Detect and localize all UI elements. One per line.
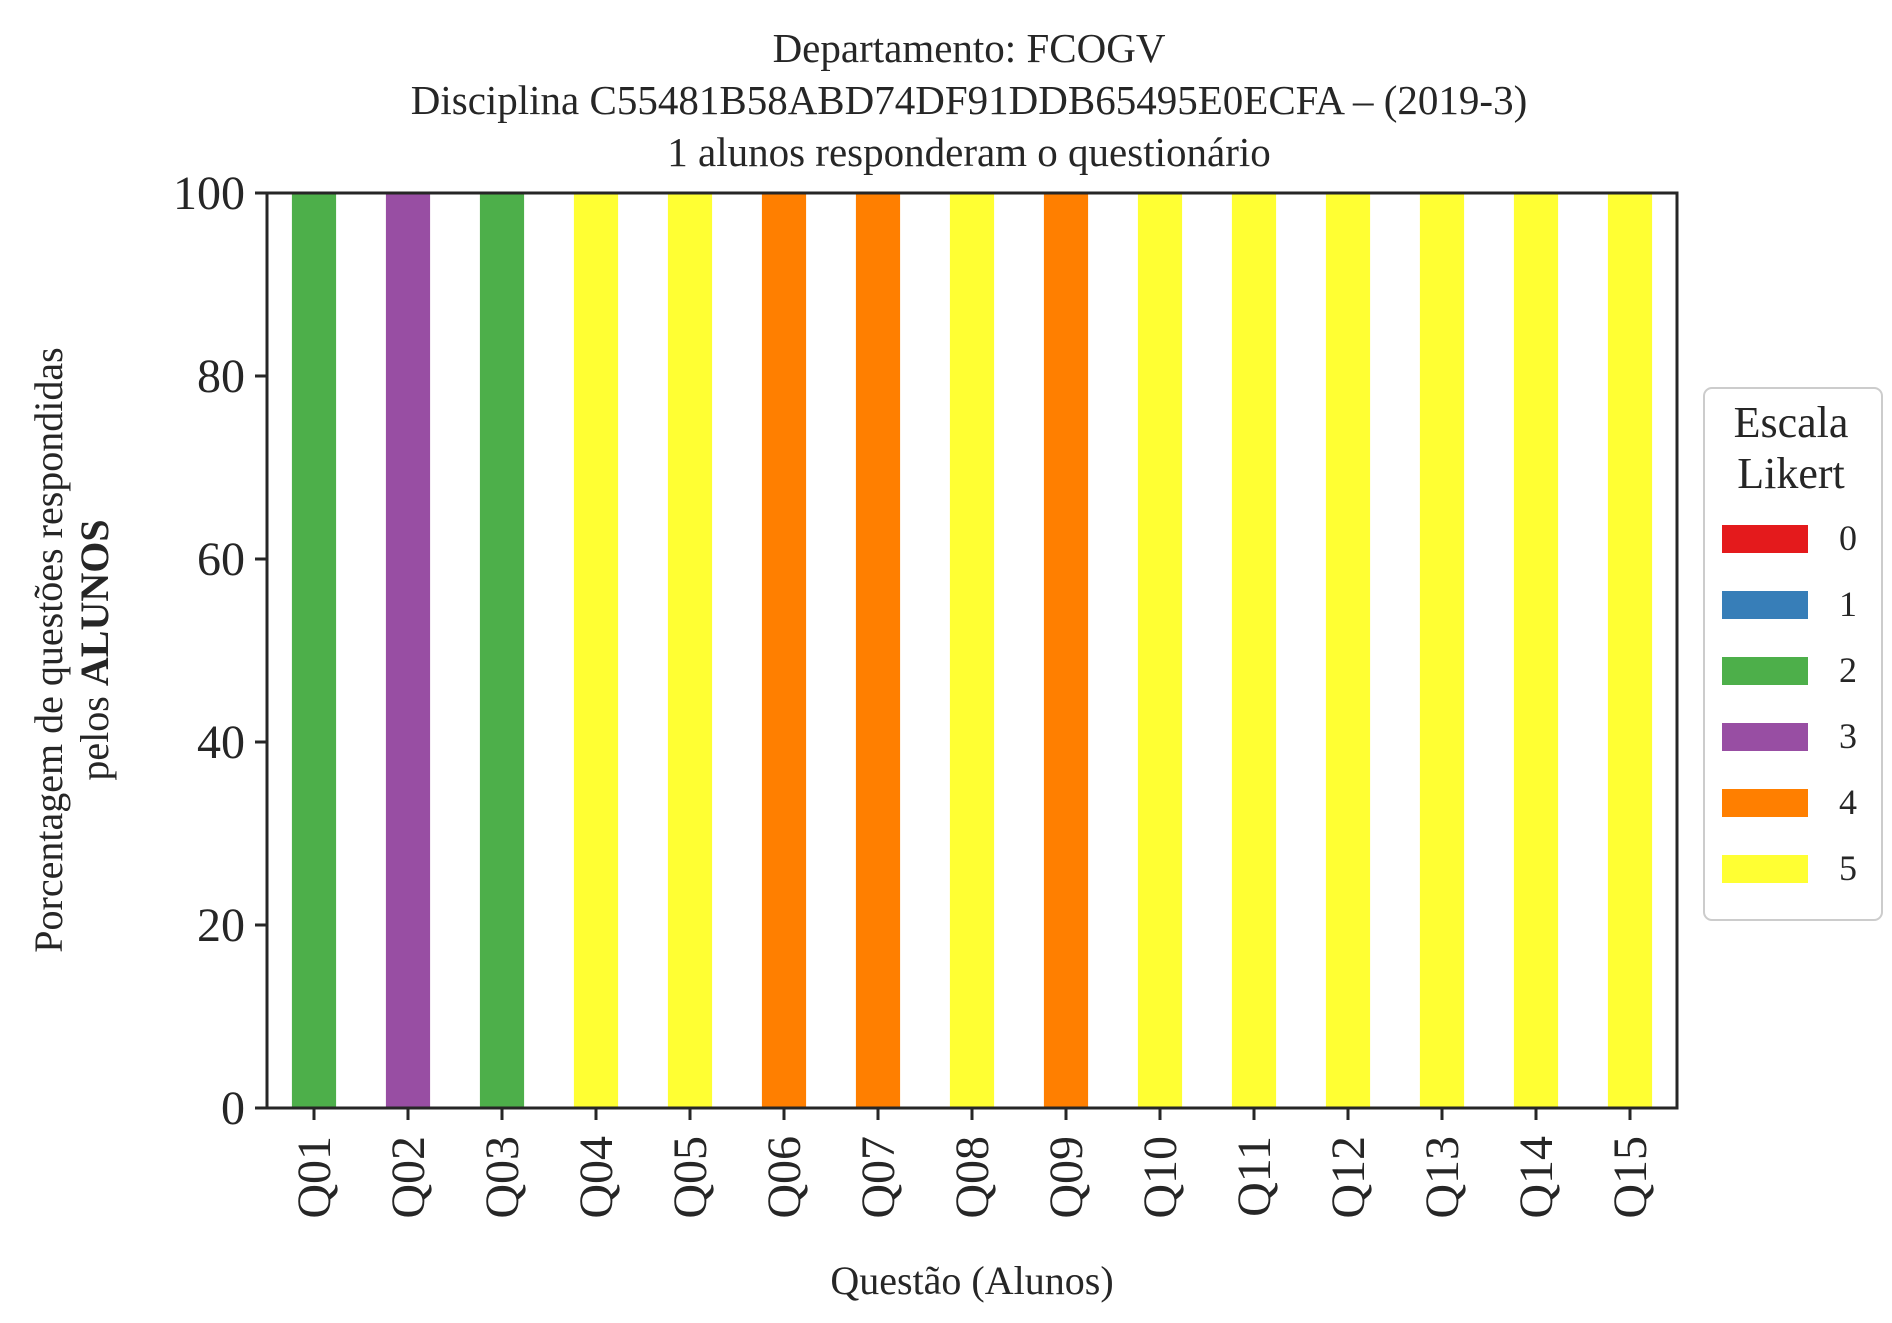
x-tick-label-q05: Q05 <box>664 1136 717 1219</box>
y-axis-label-line-2: pelos ALUNOS <box>72 519 117 780</box>
x-tick-label-q07: Q07 <box>852 1136 905 1219</box>
title-line-3: 1 alunos responderam o questionário <box>667 129 1270 175</box>
y-axis-label-bold: ALUNOS <box>72 519 117 686</box>
legend-label-3: 3 <box>1839 716 1857 756</box>
y-axis: 0 20 40 60 80 100 <box>173 167 267 1135</box>
legend-frame <box>1703 387 1883 921</box>
y-axis-label-prefix: pelos <box>72 686 117 780</box>
legend-swatch-4 <box>1722 789 1808 817</box>
y-tick-label-80: 80 <box>197 350 245 403</box>
legend-items: 0 1 2 3 4 5 <box>1722 518 1857 888</box>
legend-label-5: 5 <box>1839 848 1857 888</box>
title-line-2: Disciplina C55481B58ABD74DF91DDB65495E0E… <box>411 77 1528 123</box>
y-tick-label-60: 60 <box>197 533 245 586</box>
bar-q06-likert-4 <box>761 193 807 1108</box>
title-line-1: Departamento: FCOGV <box>773 25 1166 71</box>
bar-q12-likert-5 <box>1325 193 1371 1108</box>
legend-label-4: 4 <box>1839 782 1857 822</box>
x-axis-label: Questão (Alunos) <box>830 1258 1113 1303</box>
y-tick-label-0: 0 <box>221 1082 245 1135</box>
legend-swatch-2 <box>1722 657 1808 685</box>
bars-layer <box>291 193 1653 1108</box>
y-tick-label-40: 40 <box>197 716 245 769</box>
bar-q15-likert-5 <box>1607 193 1653 1108</box>
x-tick-label-q14: Q14 <box>1510 1136 1563 1219</box>
legend-swatch-3 <box>1722 723 1808 751</box>
bar-q14-likert-5 <box>1513 193 1559 1108</box>
bar-q05-likert-5 <box>667 193 713 1108</box>
bar-q03-likert-2 <box>479 193 525 1108</box>
x-tick-label-q13: Q13 <box>1416 1136 1469 1219</box>
x-tick-label-q08: Q08 <box>946 1136 999 1219</box>
legend: Escala Likert 0 1 2 3 4 5 <box>1703 387 1883 921</box>
x-tick-label-q10: Q10 <box>1134 1136 1187 1219</box>
x-tick-label-q06: Q06 <box>758 1136 811 1219</box>
legend-label-2: 2 <box>1839 650 1857 690</box>
legend-swatch-1 <box>1722 591 1808 619</box>
legend-swatch-5 <box>1722 855 1808 883</box>
legend-swatch-0 <box>1722 525 1808 553</box>
y-tick-label-100: 100 <box>173 167 245 220</box>
x-tick-label-q15: Q15 <box>1604 1136 1657 1219</box>
bar-q10-likert-5 <box>1137 193 1183 1108</box>
x-tick-label-q04: Q04 <box>570 1136 623 1219</box>
legend-label-0: 0 <box>1839 518 1857 558</box>
x-tick-label-q11: Q11 <box>1228 1136 1281 1217</box>
bar-q13-likert-5 <box>1419 193 1465 1108</box>
bar-q09-likert-4 <box>1043 193 1089 1108</box>
legend-title-line-1: Escala <box>1734 398 1849 447</box>
y-axis-label: Porcentagem de questões respondidas pelo… <box>26 347 117 952</box>
x-tick-label-q01: Q01 <box>288 1136 341 1219</box>
bar-q07-likert-4 <box>855 193 901 1108</box>
bar-q11-likert-5 <box>1231 193 1277 1108</box>
x-axis: Q01 Q02 Q03 Q04 Q05 Q06 Q07 Q08 Q09 Q10 Q11 Q12 Q13 Q… <box>288 1108 1657 1219</box>
y-axis-label-line-1: Porcentagem de questões respondidas <box>26 347 71 952</box>
bar-q08-likert-5 <box>949 193 995 1108</box>
legend-title-line-2: Likert <box>1737 449 1845 498</box>
legend-label-1: 1 <box>1839 584 1857 624</box>
chart-title: Departamento: FCOGV Disciplina C55481B58… <box>411 25 1528 175</box>
bar-q01-likert-2 <box>291 193 337 1108</box>
y-tick-label-20: 20 <box>197 899 245 952</box>
x-tick-label-q09: Q09 <box>1040 1136 1093 1219</box>
x-tick-label-q03: Q03 <box>476 1136 529 1219</box>
bar-q04-likert-5 <box>573 193 619 1108</box>
x-tick-label-q02: Q02 <box>382 1136 435 1219</box>
bar-q02-likert-3 <box>385 193 431 1108</box>
x-tick-label-q12: Q12 <box>1322 1136 1375 1219</box>
